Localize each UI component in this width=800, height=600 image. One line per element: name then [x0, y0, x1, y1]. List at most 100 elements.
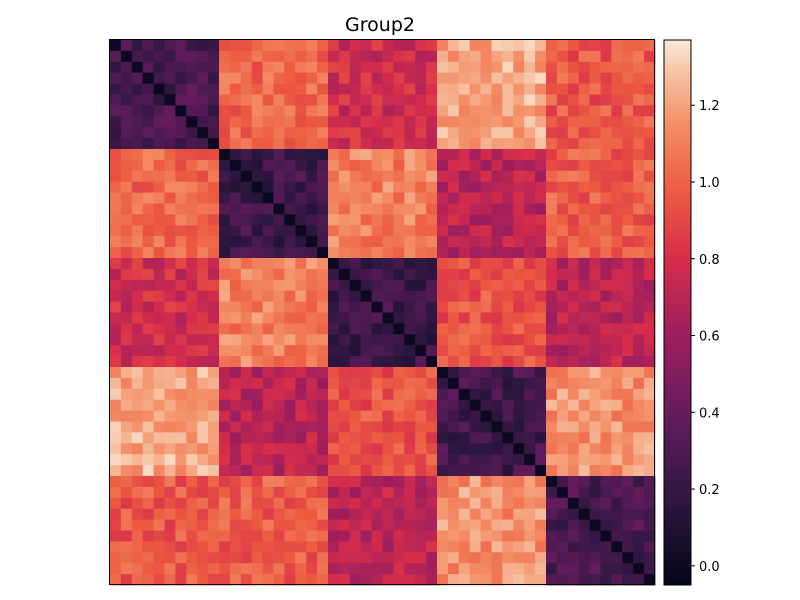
heatmap-cell — [480, 149, 492, 161]
heatmap-cell — [513, 454, 525, 466]
heatmap-cell — [426, 497, 438, 510]
heatmap-cell — [578, 149, 590, 161]
heatmap-cell — [295, 50, 307, 63]
heatmap-cell — [360, 465, 372, 477]
heatmap-cell — [404, 345, 416, 357]
heatmap-cell — [371, 72, 383, 84]
heatmap-cell — [175, 399, 187, 411]
heatmap-cell — [229, 563, 242, 575]
heatmap-cell — [611, 476, 623, 488]
heatmap-cell — [480, 83, 492, 95]
heatmap-cell — [524, 530, 536, 542]
heatmap-cell — [546, 301, 558, 313]
heatmap-cell — [567, 301, 580, 313]
heatmap-cell — [622, 214, 634, 226]
heatmap-cell — [600, 367, 612, 379]
heatmap-cell — [622, 290, 634, 302]
heatmap-cell — [458, 214, 471, 226]
heatmap-cell — [535, 421, 547, 433]
heatmap-cell — [131, 377, 144, 390]
heatmap-cell — [589, 127, 601, 139]
heatmap-cell — [469, 94, 481, 106]
heatmap-cell — [371, 301, 383, 313]
heatmap-cell — [142, 399, 154, 411]
heatmap-cell — [251, 159, 263, 172]
heatmap-cell — [611, 508, 623, 520]
heatmap-cell — [415, 541, 427, 553]
heatmap-cell — [622, 334, 634, 346]
heatmap-cell — [251, 465, 263, 477]
heatmap-cell — [491, 301, 503, 313]
heatmap-cell — [491, 149, 503, 161]
heatmap-cell — [120, 290, 133, 302]
heatmap-cell — [535, 323, 547, 335]
heatmap-cell — [382, 486, 394, 499]
heatmap-cell — [164, 465, 176, 477]
heatmap-cell — [535, 181, 547, 193]
heatmap-cell — [229, 72, 242, 84]
heatmap-cell — [437, 356, 449, 368]
heatmap-cell — [404, 94, 416, 106]
heatmap-cell — [611, 181, 623, 193]
heatmap-cell — [611, 225, 623, 237]
heatmap-cell — [284, 83, 296, 95]
heatmap-cell — [317, 116, 329, 128]
heatmap-cell — [513, 377, 525, 390]
heatmap-cell — [382, 203, 394, 215]
heatmap-cell — [426, 268, 438, 281]
heatmap-cell — [480, 552, 492, 564]
heatmap-cell — [491, 236, 503, 248]
heatmap-cell — [197, 225, 209, 237]
heatmap-cell — [480, 388, 492, 401]
heatmap-cell — [153, 83, 165, 95]
heatmap-cell — [426, 138, 438, 150]
heatmap-cell — [197, 268, 209, 281]
heatmap-cell — [578, 258, 590, 270]
heatmap-cell — [251, 421, 263, 433]
heatmap-cell — [469, 83, 481, 95]
heatmap-cell — [120, 508, 133, 520]
heatmap-cell — [349, 301, 362, 313]
heatmap-cell — [535, 465, 547, 477]
heatmap-cell — [142, 443, 154, 455]
heatmap-cell — [589, 40, 601, 52]
heatmap-cell — [273, 40, 285, 52]
heatmap-cell — [447, 225, 460, 237]
heatmap-cell — [131, 443, 144, 455]
heatmap-cell — [120, 399, 133, 411]
heatmap-cell — [600, 127, 612, 139]
heatmap-cell — [502, 170, 514, 183]
heatmap-cell — [546, 541, 558, 553]
heatmap-cell — [328, 181, 340, 193]
heatmap-cell — [458, 574, 471, 586]
heatmap-cell — [535, 268, 547, 281]
heatmap-cell — [535, 192, 547, 204]
heatmap-cell — [349, 127, 362, 139]
heatmap-cell — [306, 432, 318, 444]
heatmap-cell — [502, 388, 514, 401]
heatmap-cell — [447, 345, 460, 357]
heatmap-cell — [589, 301, 601, 313]
heatmap-cell — [447, 432, 460, 444]
heatmap-cell — [502, 181, 514, 193]
heatmap-cell — [393, 519, 405, 531]
heatmap-cell — [622, 356, 634, 368]
heatmap-cell — [240, 50, 253, 63]
heatmap-cell — [567, 247, 580, 259]
heatmap-cell — [273, 203, 285, 215]
heatmap-cell — [502, 138, 514, 150]
heatmap-cell — [164, 377, 176, 390]
heatmap-cell — [251, 454, 263, 466]
heatmap-cell — [131, 170, 144, 183]
heatmap-cell — [535, 50, 547, 63]
heatmap-cell — [262, 356, 274, 368]
heatmap-cell — [110, 552, 122, 564]
heatmap-cell — [469, 356, 481, 368]
heatmap-cell — [447, 247, 460, 259]
heatmap-cell — [633, 541, 645, 553]
heatmap-cell — [175, 377, 187, 390]
heatmap-cell — [251, 497, 263, 510]
heatmap-cell — [110, 563, 122, 575]
heatmap-cell — [447, 290, 460, 302]
heatmap-cell — [349, 443, 362, 455]
